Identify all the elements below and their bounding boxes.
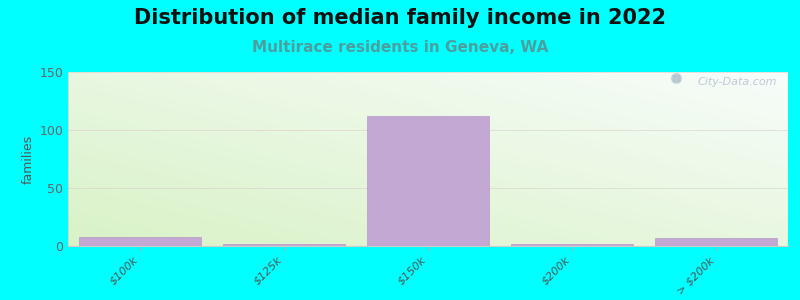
Text: Distribution of median family income in 2022: Distribution of median family income in …	[134, 8, 666, 28]
Bar	[655, 238, 778, 246]
Text: Multirace residents in Geneva, WA: Multirace residents in Geneva, WA	[252, 40, 548, 56]
Bar	[366, 116, 489, 246]
Bar	[222, 244, 346, 246]
Y-axis label: families: families	[22, 134, 35, 184]
Text: City-Data.com: City-Data.com	[698, 77, 778, 87]
Bar	[79, 237, 202, 246]
Bar	[511, 244, 634, 246]
